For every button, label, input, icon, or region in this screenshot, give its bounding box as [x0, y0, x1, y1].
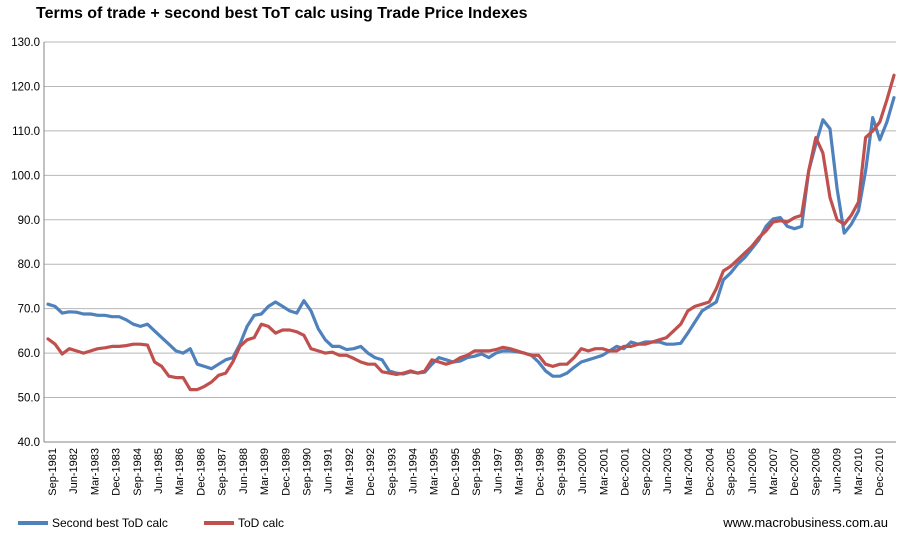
x-tick-label: Dec-2004 — [704, 448, 716, 496]
x-tick-label: Sep-1987 — [217, 448, 229, 496]
x-tick-label: Jun-1988 — [238, 448, 250, 494]
x-tick-label: Mar-1983 — [89, 448, 101, 495]
source-credit: www.macrobusiness.com.au — [723, 515, 888, 530]
x-tick-label: Jun-2009 — [832, 448, 844, 494]
y-tick-label: 40.0 — [18, 437, 40, 449]
x-tick-label: Jun-1982 — [68, 448, 80, 494]
x-tick-label: Jun-1997 — [492, 448, 504, 494]
x-tick-label: Jun-1985 — [153, 448, 165, 494]
x-tick-label: Dec-1992 — [365, 448, 377, 496]
x-tick-label: Sep-1990 — [301, 448, 313, 496]
y-tick-label: 100.0 — [11, 170, 40, 182]
x-tick-label: Mar-1992 — [344, 448, 356, 495]
x-tick-label: Mar-2010 — [853, 448, 865, 495]
x-tick-label: Sep-1996 — [471, 448, 483, 496]
x-tick-label: Dec-1995 — [450, 448, 462, 496]
x-tick-label: Dec-1989 — [280, 448, 292, 496]
x-tick-label: Sep-1999 — [556, 448, 568, 496]
y-tick-label: 110.0 — [12, 126, 40, 138]
x-tick-label: Dec-1986 — [195, 448, 207, 496]
x-tick-label: Sep-1993 — [386, 448, 398, 496]
series-line-second-best — [46, 95, 896, 378]
legend-label-second-best: Second best ToD calc — [52, 516, 168, 530]
x-tick-label: Mar-1998 — [514, 448, 526, 495]
x-tick-label: Jun-1991 — [323, 448, 335, 494]
x-tick-label: Mar-2007 — [768, 448, 780, 495]
x-tick-label: Jun-2006 — [747, 448, 759, 494]
x-tick-label: Dec-2010 — [874, 448, 886, 496]
x-tick-label: Sep-2002 — [641, 448, 653, 496]
y-tick-label: 80.0 — [18, 259, 40, 271]
x-tick-label: Mar-1995 — [429, 448, 441, 495]
x-tick-label: Sep-1984 — [132, 448, 144, 496]
x-tick-label: Sep-2005 — [726, 448, 738, 496]
legend-label-tod: ToD calc — [238, 516, 285, 530]
legend-swatch-red — [204, 521, 234, 525]
x-tick-label: Dec-1998 — [535, 448, 547, 496]
chart-title: Terms of trade + second best ToT calc us… — [36, 5, 528, 22]
x-tick-label: Jun-2003 — [662, 448, 674, 494]
y-tick-label: 90.0 — [18, 215, 40, 227]
x-tick-label: Sep-1981 — [47, 448, 59, 496]
legend-item-second-best: Second best ToD calc — [18, 516, 168, 530]
y-tick-label: 130.0 — [11, 37, 40, 49]
x-tick-label: Jun-2000 — [577, 448, 589, 494]
y-tick-label: 60.0 — [18, 348, 40, 360]
legend-swatch-blue — [18, 521, 48, 525]
x-tick-label: Mar-2001 — [598, 448, 610, 495]
x-tick-label: Sep-2008 — [810, 448, 822, 496]
y-tick-label: 50.0 — [18, 393, 40, 405]
y-tick-label: 70.0 — [18, 304, 40, 316]
x-tick-label: Mar-1989 — [259, 448, 271, 495]
x-tick-label: Dec-1983 — [111, 448, 123, 496]
y-tick-label: 120.0 — [11, 81, 40, 93]
x-tick-label: Dec-2001 — [620, 448, 632, 496]
series-line-tod — [46, 73, 896, 392]
x-tick-label: Mar-1986 — [174, 448, 186, 495]
legend-item-tod: ToD calc — [204, 516, 284, 530]
x-tick-label: Jun-1994 — [408, 448, 420, 494]
x-tick-label: Dec-2007 — [789, 448, 801, 496]
x-tick-label: Mar-2004 — [683, 448, 695, 495]
